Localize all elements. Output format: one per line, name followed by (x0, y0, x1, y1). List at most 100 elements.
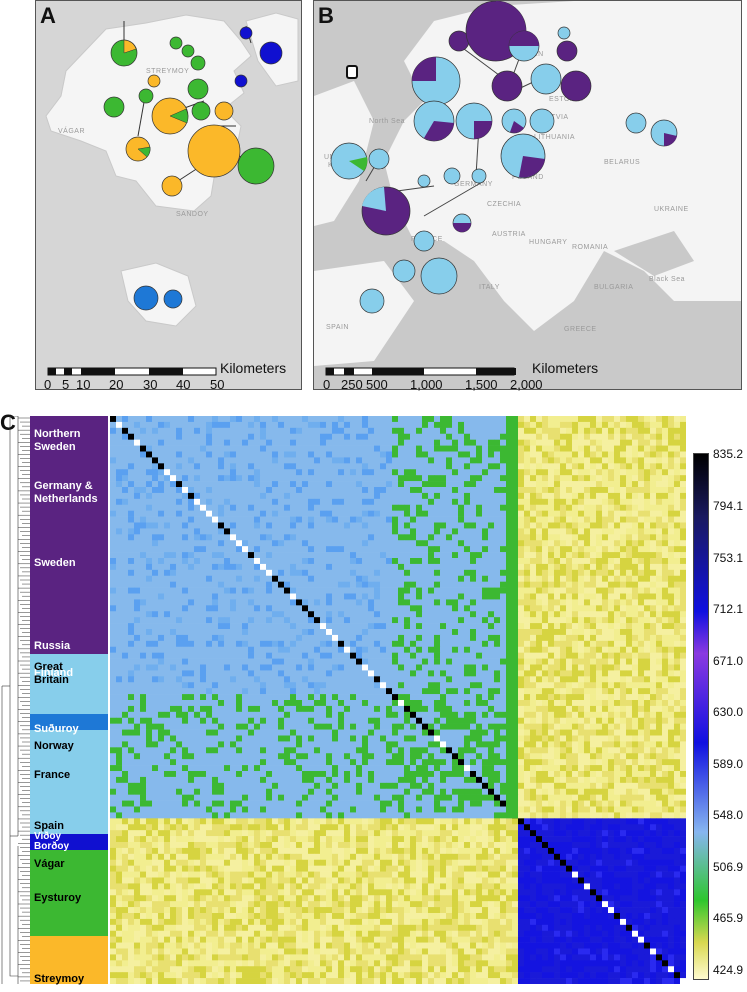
heatmap-cell (146, 705, 153, 713)
heatmap-cell (308, 487, 315, 494)
heatmap-cell (446, 492, 453, 500)
heatmap-cell (272, 492, 279, 500)
heatmap-cell (680, 682, 686, 689)
heatmap-cell (230, 569, 237, 577)
heatmap-cell (428, 534, 435, 541)
heatmap-cell (644, 427, 651, 435)
heatmap-cell (314, 534, 321, 541)
heatmap-cell (188, 694, 195, 701)
heatmap-cell (128, 581, 135, 588)
heatmap-cell (428, 634, 435, 642)
heatmap-cell (524, 504, 531, 511)
heatmap-cell (596, 664, 603, 671)
heatmap-cell (452, 546, 459, 553)
heatmap-cell (206, 599, 213, 606)
heatmap-cell (542, 498, 549, 506)
heatmap-cell (662, 599, 669, 606)
heatmap-cell (482, 587, 489, 594)
heatmap-cell (656, 558, 663, 565)
heatmap-cell (170, 569, 177, 577)
heatmap-cell (290, 439, 297, 446)
heatmap-cell (620, 427, 627, 435)
scale-tick: 20 (109, 377, 124, 392)
heatmap-cell (314, 445, 321, 452)
heatmap-cell (116, 416, 123, 423)
heatmap-cell (290, 445, 297, 452)
heatmap-cell (494, 629, 501, 636)
heatmap-cell (518, 433, 525, 440)
heatmap-cell (386, 605, 393, 612)
heatmap-cell (650, 664, 657, 671)
heatmap-cell (458, 676, 465, 683)
heatmap-cell (362, 558, 369, 565)
heatmap-cell (374, 552, 381, 559)
heatmap-cell (158, 623, 165, 630)
heatmap-cell (260, 504, 267, 511)
heatmap-cell (578, 587, 585, 594)
heatmap-cell (398, 652, 405, 659)
heatmap-cell (440, 451, 447, 458)
heatmap-cell (386, 617, 393, 624)
heatmap-cell (182, 575, 189, 582)
heatmap-cell (302, 623, 309, 630)
heatmap-cell (224, 664, 231, 671)
heatmap-cell (320, 510, 327, 517)
heatmap-cell (542, 670, 549, 677)
heatmap-cell (344, 516, 351, 523)
heatmap-cell (284, 451, 291, 458)
heatmap-cell (212, 652, 219, 659)
heatmap-cell (470, 670, 477, 677)
heatmap-cell (302, 700, 309, 707)
heatmap-cell (404, 705, 411, 713)
heatmap-cell (296, 700, 303, 707)
heatmap-cell (494, 427, 501, 435)
heatmap-cell (638, 634, 645, 642)
heatmap-cell (422, 581, 429, 588)
heatmap-cell (284, 694, 291, 701)
heatmap-cell (128, 652, 135, 659)
heatmap-cell (296, 421, 303, 429)
heatmap-cell (326, 504, 333, 511)
heatmap-cell (314, 439, 321, 446)
heatmap-cell (188, 670, 195, 677)
heatmap-cell (626, 481, 633, 488)
heatmap-cell (608, 640, 615, 648)
heatmap-cell (314, 670, 321, 677)
heatmap-cell (530, 705, 537, 713)
heatmap-cell (626, 575, 633, 582)
heatmap-cell (380, 498, 387, 506)
heatmap-cell (374, 587, 381, 594)
heatmap-cell (650, 475, 657, 482)
heatmap-cell (338, 581, 345, 588)
heatmap-cell (248, 646, 255, 653)
heatmap-cell (434, 646, 441, 653)
heatmap-cell (542, 439, 549, 446)
heatmap-cell (212, 421, 219, 429)
heatmap-cell (206, 492, 213, 500)
heatmap-cell (428, 421, 435, 429)
heatmap-cell (518, 593, 525, 600)
heatmap-cell (200, 611, 207, 618)
heatmap-cell (470, 617, 477, 624)
heatmap-cell (494, 670, 501, 677)
heatmap-cell (554, 516, 561, 523)
heatmap-cell (428, 451, 435, 458)
heatmap-cell (602, 546, 609, 553)
heatmap-cell (326, 427, 333, 435)
heatmap-cell (446, 457, 453, 464)
heatmap-cell (380, 682, 387, 689)
heatmap-cell (428, 427, 435, 435)
heatmap-cell (560, 492, 567, 500)
heatmap-cell (338, 599, 345, 606)
heatmap-cell (356, 652, 363, 659)
heatmap-cell (164, 558, 171, 565)
heatmap-cell (164, 634, 171, 642)
heatmap-cell (338, 682, 345, 689)
heatmap-cell (368, 504, 375, 511)
heatmap-cell (194, 694, 201, 701)
heatmap-cell (116, 575, 123, 582)
heatmap-cell (242, 640, 249, 648)
heatmap-cell (662, 581, 669, 588)
heatmap-cell (266, 705, 273, 713)
heatmap-cell (518, 700, 525, 707)
